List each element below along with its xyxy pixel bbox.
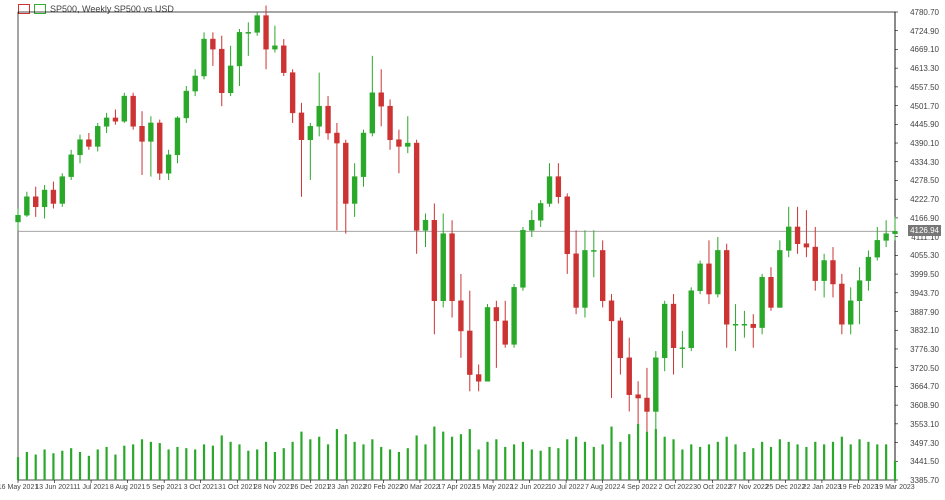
x-tick-label: 30 Oct 2022 — [693, 484, 731, 491]
y-tick-label: 4334.30 — [908, 157, 941, 168]
y-tick-label: 4390.10 — [908, 138, 941, 149]
x-tick-label: 16 May 2021 — [0, 484, 38, 491]
y-tick-label: 3720.50 — [908, 363, 941, 374]
x-tick-label: 25 Dec 2022 — [766, 484, 806, 491]
x-tick-label: 27 Nov 2022 — [729, 484, 769, 491]
y-tick-label: 4557.50 — [908, 82, 941, 93]
y-tick-label: 4501.70 — [908, 101, 941, 112]
y-tick-label: 4724.90 — [908, 26, 941, 37]
x-tick-label: 13 Jun 2021 — [35, 484, 74, 491]
chart-container: SP500, Weekly SP500 vs USD 4780.704724.9… — [0, 0, 945, 500]
x-tick-label: 31 Oct 2021 — [218, 484, 256, 491]
x-tick-label: 22 Jan 2023 — [803, 484, 842, 491]
x-tick-label: 23 Jan 2022 — [328, 484, 367, 491]
x-tick-label: 10 Jul 2022 — [548, 484, 584, 491]
x-tick-label: 3 Oct 2021 — [184, 484, 218, 491]
x-tick-label: 28 Nov 2021 — [254, 484, 294, 491]
x-tick-label: 20 Feb 2022 — [364, 484, 403, 491]
x-tick-label: 20 Mar 2022 — [400, 484, 439, 491]
x-tick-label: 2 Oct 2022 — [659, 484, 693, 491]
y-tick-label: 3999.50 — [908, 269, 941, 280]
y-tick-label: 3776.30 — [908, 344, 941, 355]
x-tick-label: 19 Feb 2023 — [839, 484, 878, 491]
y-tick-label: 3664.70 — [908, 381, 941, 392]
y-tick-label: 3943.70 — [908, 288, 941, 299]
x-tick-label: 5 Sep 2021 — [146, 484, 182, 491]
y-tick-label: 4166.90 — [908, 213, 941, 224]
y-tick-label: 3497.30 — [908, 438, 941, 449]
y-tick-label: 4445.90 — [908, 119, 941, 130]
y-tick-label: 3832.10 — [908, 325, 941, 336]
x-tick-label: 26 Dec 2021 — [290, 484, 330, 491]
y-tick-label: 3887.90 — [908, 307, 941, 318]
current-price-label: 4126.94 — [908, 225, 941, 236]
y-tick-label: 3608.90 — [908, 400, 941, 411]
y-tick-label: 4055.30 — [908, 250, 941, 261]
y-tick-label: 4222.70 — [908, 194, 941, 205]
x-tick-label: 4 Sep 2022 — [621, 484, 657, 491]
y-tick-label: 4278.50 — [908, 175, 941, 186]
y-tick-label: 3441.50 — [908, 456, 941, 467]
y-tick-label: 3553.10 — [908, 419, 941, 430]
y-tick-label: 4669.10 — [908, 44, 941, 55]
x-tick-label: 19 Mar 2023 — [875, 484, 914, 491]
x-tick-label: 12 Jun 2022 — [510, 484, 549, 491]
volume-bars — [0, 0, 945, 500]
x-tick-label: 15 May 2022 — [473, 484, 513, 491]
x-tick-label: 7 Aug 2022 — [585, 484, 620, 491]
x-tick-label: 17 Apr 2022 — [438, 484, 476, 491]
y-tick-label: 4613.30 — [908, 63, 941, 74]
x-tick-label: 11 Jul 2021 — [73, 484, 109, 491]
x-tick-label: 8 Aug 2021 — [110, 484, 145, 491]
y-tick-label: 4780.70 — [908, 7, 941, 18]
